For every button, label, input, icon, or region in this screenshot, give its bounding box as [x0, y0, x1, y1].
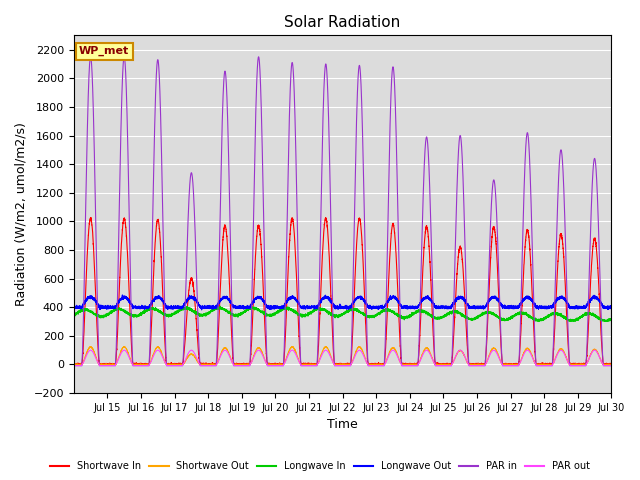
Shortwave Out: [120, 344, 128, 349]
PAR in: [497, 338, 505, 344]
PAR out: [97, 363, 105, 369]
Longwave Out: [468, 305, 476, 311]
Longwave Out: [497, 301, 505, 307]
PAR out: [70, 363, 77, 369]
PAR in: [70, 363, 77, 369]
Longwave In: [501, 318, 509, 324]
PAR in: [388, 72, 396, 77]
Shortwave In: [265, 360, 273, 366]
Legend: Shortwave In, Shortwave Out, Longwave In, Longwave Out, PAR in, PAR out: Shortwave In, Shortwave Out, Longwave In…: [46, 457, 594, 475]
Longwave Out: [607, 304, 615, 310]
PAR out: [388, 348, 396, 353]
Shortwave In: [412, 361, 419, 367]
Line: PAR out: PAR out: [74, 350, 611, 366]
Shortwave Out: [497, 360, 505, 365]
Line: Shortwave Out: Shortwave Out: [74, 347, 611, 364]
Longwave In: [497, 316, 505, 322]
PAR in: [87, 54, 95, 60]
Shortwave Out: [412, 361, 419, 367]
Longwave Out: [198, 307, 205, 313]
Line: Longwave In: Longwave In: [74, 306, 611, 321]
Longwave Out: [70, 303, 77, 309]
PAR out: [87, 348, 95, 353]
Shortwave Out: [388, 345, 396, 351]
Longwave In: [412, 309, 419, 315]
Text: WP_met: WP_met: [79, 46, 129, 56]
PAR in: [412, 363, 419, 369]
Longwave Out: [265, 304, 273, 310]
PAR in: [607, 363, 615, 369]
Shortwave In: [70, 361, 77, 367]
PAR out: [607, 363, 615, 369]
Shortwave Out: [70, 361, 77, 367]
Shortwave In: [70, 361, 77, 367]
Shortwave Out: [97, 361, 104, 367]
Shortwave In: [497, 345, 505, 350]
PAR out: [412, 363, 419, 369]
Title: Solar Radiation: Solar Radiation: [284, 15, 401, 30]
Shortwave Out: [264, 361, 272, 367]
Shortwave In: [388, 224, 396, 230]
PAR out: [468, 363, 476, 369]
X-axis label: Time: Time: [327, 419, 358, 432]
Longwave Out: [118, 292, 126, 298]
PAR in: [264, 363, 272, 369]
PAR out: [264, 363, 272, 369]
Shortwave In: [607, 361, 615, 367]
Longwave Out: [97, 305, 104, 311]
Longwave In: [97, 314, 104, 320]
Shortwave In: [87, 215, 95, 220]
Line: Shortwave In: Shortwave In: [74, 217, 611, 364]
Shortwave In: [97, 361, 105, 367]
Line: Longwave Out: Longwave Out: [74, 295, 611, 310]
Shortwave Out: [607, 361, 615, 367]
Longwave In: [607, 316, 615, 322]
Shortwave Out: [468, 361, 476, 367]
Longwave In: [468, 317, 476, 323]
Longwave In: [388, 308, 396, 313]
PAR in: [468, 363, 476, 369]
PAR in: [97, 363, 105, 369]
Line: PAR in: PAR in: [74, 57, 611, 366]
Longwave Out: [388, 295, 396, 301]
Longwave In: [70, 312, 77, 318]
Longwave In: [264, 312, 272, 318]
Y-axis label: Radiation (W/m2, umol/m2/s): Radiation (W/m2, umol/m2/s): [15, 122, 28, 306]
Shortwave In: [468, 361, 476, 367]
PAR out: [497, 360, 505, 366]
Longwave In: [216, 303, 224, 309]
Longwave Out: [412, 304, 419, 310]
